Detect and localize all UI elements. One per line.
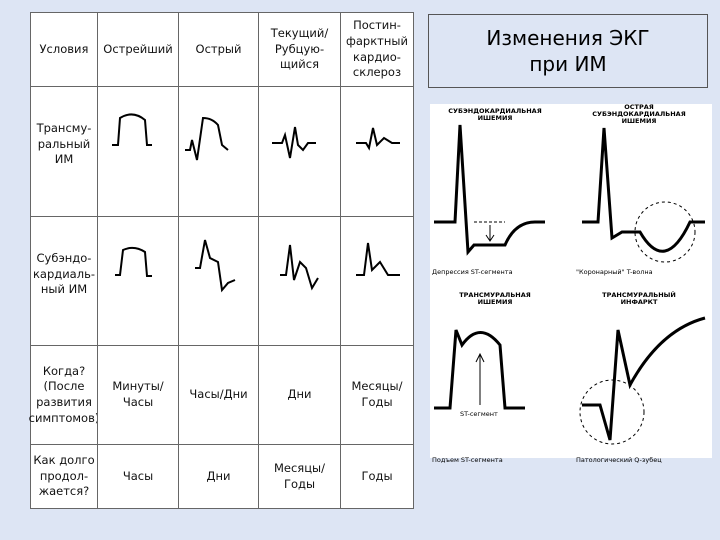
- table-cell: [258, 86, 341, 217]
- panel-title: ОСТРАЯ СУБЭНДОКАРДИАЛЬНАЯ ИШЕМИЯ: [592, 103, 686, 126]
- header-cell: Условия: [30, 12, 98, 87]
- panel-caption: "Коронарный" T-волна: [576, 268, 653, 276]
- table-cell: Минуты/ Часы: [97, 345, 179, 445]
- table-cell: [340, 216, 414, 346]
- panel-title: ТРАНСМУРАЛЬНЫЙ ИНФАРКТ: [602, 291, 676, 307]
- table-cell: Месяцы/ Годы: [340, 345, 414, 445]
- header-cell: Острейший: [97, 12, 179, 87]
- header-cell: Текущий/ Рубцую- щийся: [258, 12, 341, 87]
- row-label: Как долго продол- жается?: [30, 444, 98, 509]
- header-cell: Постин- фарктный кардио- склероз: [340, 12, 414, 87]
- panel-caption: Подъем ST-сегмента: [432, 456, 503, 464]
- table-cell: Дни: [258, 345, 341, 445]
- panel-caption: Депрессия ST-сегмента: [432, 268, 513, 276]
- table-cell: Годы: [340, 444, 414, 509]
- table-cell: Часы/Дни: [178, 345, 259, 445]
- st-label: ST-сегмент: [460, 410, 498, 418]
- table-cell: [178, 216, 259, 346]
- table-cell: [97, 216, 179, 346]
- slide-title: Изменения ЭКГ при ИМ: [428, 14, 708, 88]
- table-cell: Часы: [97, 444, 179, 509]
- row-label: Субэндо- кардиаль- ный ИМ: [30, 216, 98, 346]
- table-cell: Дни: [178, 444, 259, 509]
- table-cell: [178, 86, 259, 217]
- row-label: Когда? (После развития симптомов): [29, 345, 99, 445]
- ecg-panel: СУБЭНДОКАРДИАЛЬНАЯ ИШЕМИЯ Депрессия ST-се…: [430, 103, 712, 464]
- panel-caption: Патологический Q-зубец: [576, 456, 662, 464]
- panel-title: СУБЭНДОКАРДИАЛЬНАЯ ИШЕМИЯ: [448, 107, 542, 123]
- table-cell: [97, 86, 179, 217]
- panel-title: ТРАНСМУРАЛЬНАЯ ИШЕМИЯ: [459, 291, 531, 307]
- header-cell: Острый: [178, 12, 259, 87]
- table-cell: [340, 86, 414, 217]
- table-cell: [258, 216, 341, 346]
- row-label: Трансму- ральный ИМ: [30, 86, 98, 217]
- table-cell: Месяцы/ Годы: [258, 444, 341, 509]
